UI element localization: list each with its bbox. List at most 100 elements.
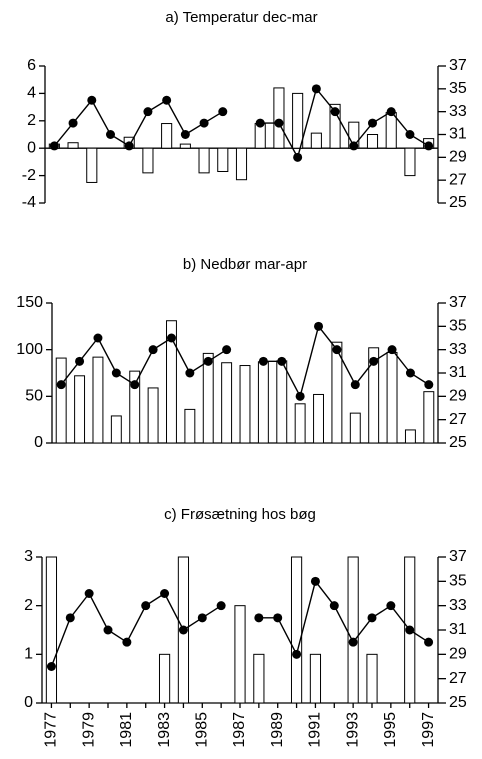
point [273, 613, 283, 623]
x-tick-label: 1977 [43, 712, 60, 748]
y2-tick-label: 37 [449, 548, 467, 565]
y2-tick-label: 33 [449, 597, 467, 614]
point [111, 368, 121, 378]
x-tick-label: 1987 [231, 712, 248, 748]
point [405, 368, 415, 378]
x-tick-label: 1983 [156, 712, 173, 748]
point [424, 141, 434, 151]
point [160, 589, 170, 598]
point [93, 333, 103, 343]
point [166, 333, 176, 343]
point [350, 380, 360, 390]
point [46, 662, 56, 671]
bar [366, 134, 379, 149]
bar [234, 605, 246, 704]
y2-tick-label: 37 [449, 294, 467, 311]
y-tick-label: -2 [22, 167, 36, 184]
point [274, 118, 284, 128]
point [65, 613, 75, 623]
line [60, 324, 430, 399]
y-tick-label: 4 [27, 85, 36, 102]
bar [179, 143, 191, 149]
y2-tick-label: 31 [449, 126, 467, 143]
point [293, 152, 303, 162]
bar [217, 147, 229, 172]
point [162, 95, 172, 105]
point [185, 368, 195, 378]
y-tick-label: 2 [27, 112, 36, 129]
point [103, 625, 113, 635]
y-tick-label: 3 [24, 548, 33, 565]
chart-title: b) Nedbør mar-apr [183, 256, 307, 273]
bar [273, 87, 285, 149]
bar [202, 352, 214, 444]
point [75, 356, 85, 366]
y2-tick-label: 31 [449, 621, 467, 638]
bar [310, 132, 322, 149]
y2-tick-label: 25 [449, 194, 467, 211]
bar [309, 653, 322, 704]
y2-tick-label: 35 [449, 573, 467, 590]
y2-tick-label: 33 [449, 103, 467, 120]
point [330, 107, 340, 117]
bar [221, 362, 233, 444]
x-tick-label: 1985 [194, 712, 211, 748]
y-tick-label: 0 [34, 434, 43, 451]
y2-tick-label: 29 [449, 149, 467, 166]
y-tick-label: 0 [24, 694, 33, 711]
bar [276, 360, 288, 444]
line [53, 87, 430, 160]
x-tick-label: 1995 [382, 712, 399, 748]
bar [158, 653, 171, 704]
x-tick-label: 1991 [307, 712, 324, 748]
point [405, 625, 415, 635]
bar [294, 403, 306, 444]
point [329, 601, 339, 611]
point [424, 637, 434, 647]
y-tick-label: 150 [16, 294, 43, 311]
bar [55, 357, 67, 444]
point [106, 130, 115, 139]
point [292, 649, 302, 659]
bar [161, 123, 173, 149]
point [255, 118, 265, 128]
y2-tick-label: 25 [449, 694, 467, 711]
x-tick-label: 1997 [420, 712, 437, 748]
x-tick-label: 1993 [344, 712, 361, 748]
y-tick-label: 6 [27, 57, 36, 74]
point [124, 141, 134, 151]
point [254, 613, 264, 623]
y2-tick-label: 27 [449, 171, 467, 188]
y2-tick-label: 31 [449, 364, 467, 381]
bar [129, 370, 141, 444]
point [368, 118, 377, 128]
point [130, 380, 140, 390]
bar [331, 341, 343, 444]
point [386, 601, 396, 611]
bar [347, 556, 359, 704]
chart-title: c) Frøsætning hos bøg [164, 506, 316, 523]
bar [404, 147, 416, 177]
point [84, 589, 94, 598]
y2-tick-label: 27 [449, 411, 467, 428]
point [203, 356, 213, 366]
bar [349, 412, 361, 444]
y-tick-label: 2 [24, 597, 33, 614]
y2-tick-label: 25 [449, 434, 467, 451]
y2-tick-label: 29 [449, 646, 467, 663]
point [148, 345, 158, 355]
point [369, 356, 379, 366]
bar [110, 415, 122, 444]
chart-title: a) Temperatur dec-mar [165, 9, 317, 26]
x-tick-label: 1979 [80, 712, 97, 748]
point [311, 84, 321, 94]
point [332, 345, 342, 355]
point [122, 637, 132, 647]
y-tick-label: 50 [25, 388, 43, 405]
point [216, 601, 226, 611]
y-tick-label: 100 [16, 341, 43, 358]
y-tick-label: 1 [24, 646, 33, 663]
bar [142, 147, 154, 174]
y2-tick-label: 35 [449, 318, 467, 335]
